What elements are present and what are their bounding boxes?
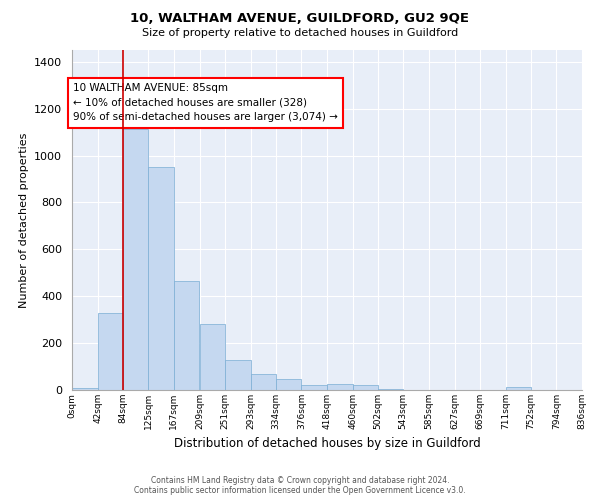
- Bar: [276, 380, 301, 390]
- Y-axis label: Number of detached properties: Number of detached properties: [19, 132, 29, 308]
- Text: 10, WALTHAM AVENUE, GUILDFORD, GU2 9QE: 10, WALTHAM AVENUE, GUILDFORD, GU2 9QE: [131, 12, 470, 26]
- Text: Contains HM Land Registry data © Crown copyright and database right 2024.
Contai: Contains HM Land Registry data © Crown c…: [134, 476, 466, 495]
- Bar: [199, 324, 225, 390]
- Bar: [225, 360, 251, 390]
- Bar: [148, 167, 174, 390]
- Bar: [98, 313, 123, 390]
- Bar: [123, 128, 148, 390]
- Text: 10 WALTHAM AVENUE: 85sqm
← 10% of detached houses are smaller (328)
90% of semi-: 10 WALTHAM AVENUE: 85sqm ← 10% of detach…: [73, 83, 338, 122]
- Bar: [251, 374, 276, 390]
- Bar: [72, 388, 98, 390]
- Bar: [301, 385, 327, 390]
- Text: Size of property relative to detached houses in Guildford: Size of property relative to detached ho…: [142, 28, 458, 38]
- Bar: [327, 384, 353, 390]
- X-axis label: Distribution of detached houses by size in Guildford: Distribution of detached houses by size …: [173, 438, 481, 450]
- Bar: [506, 387, 531, 390]
- Bar: [353, 386, 378, 390]
- Bar: [378, 389, 403, 390]
- Bar: [174, 281, 199, 390]
